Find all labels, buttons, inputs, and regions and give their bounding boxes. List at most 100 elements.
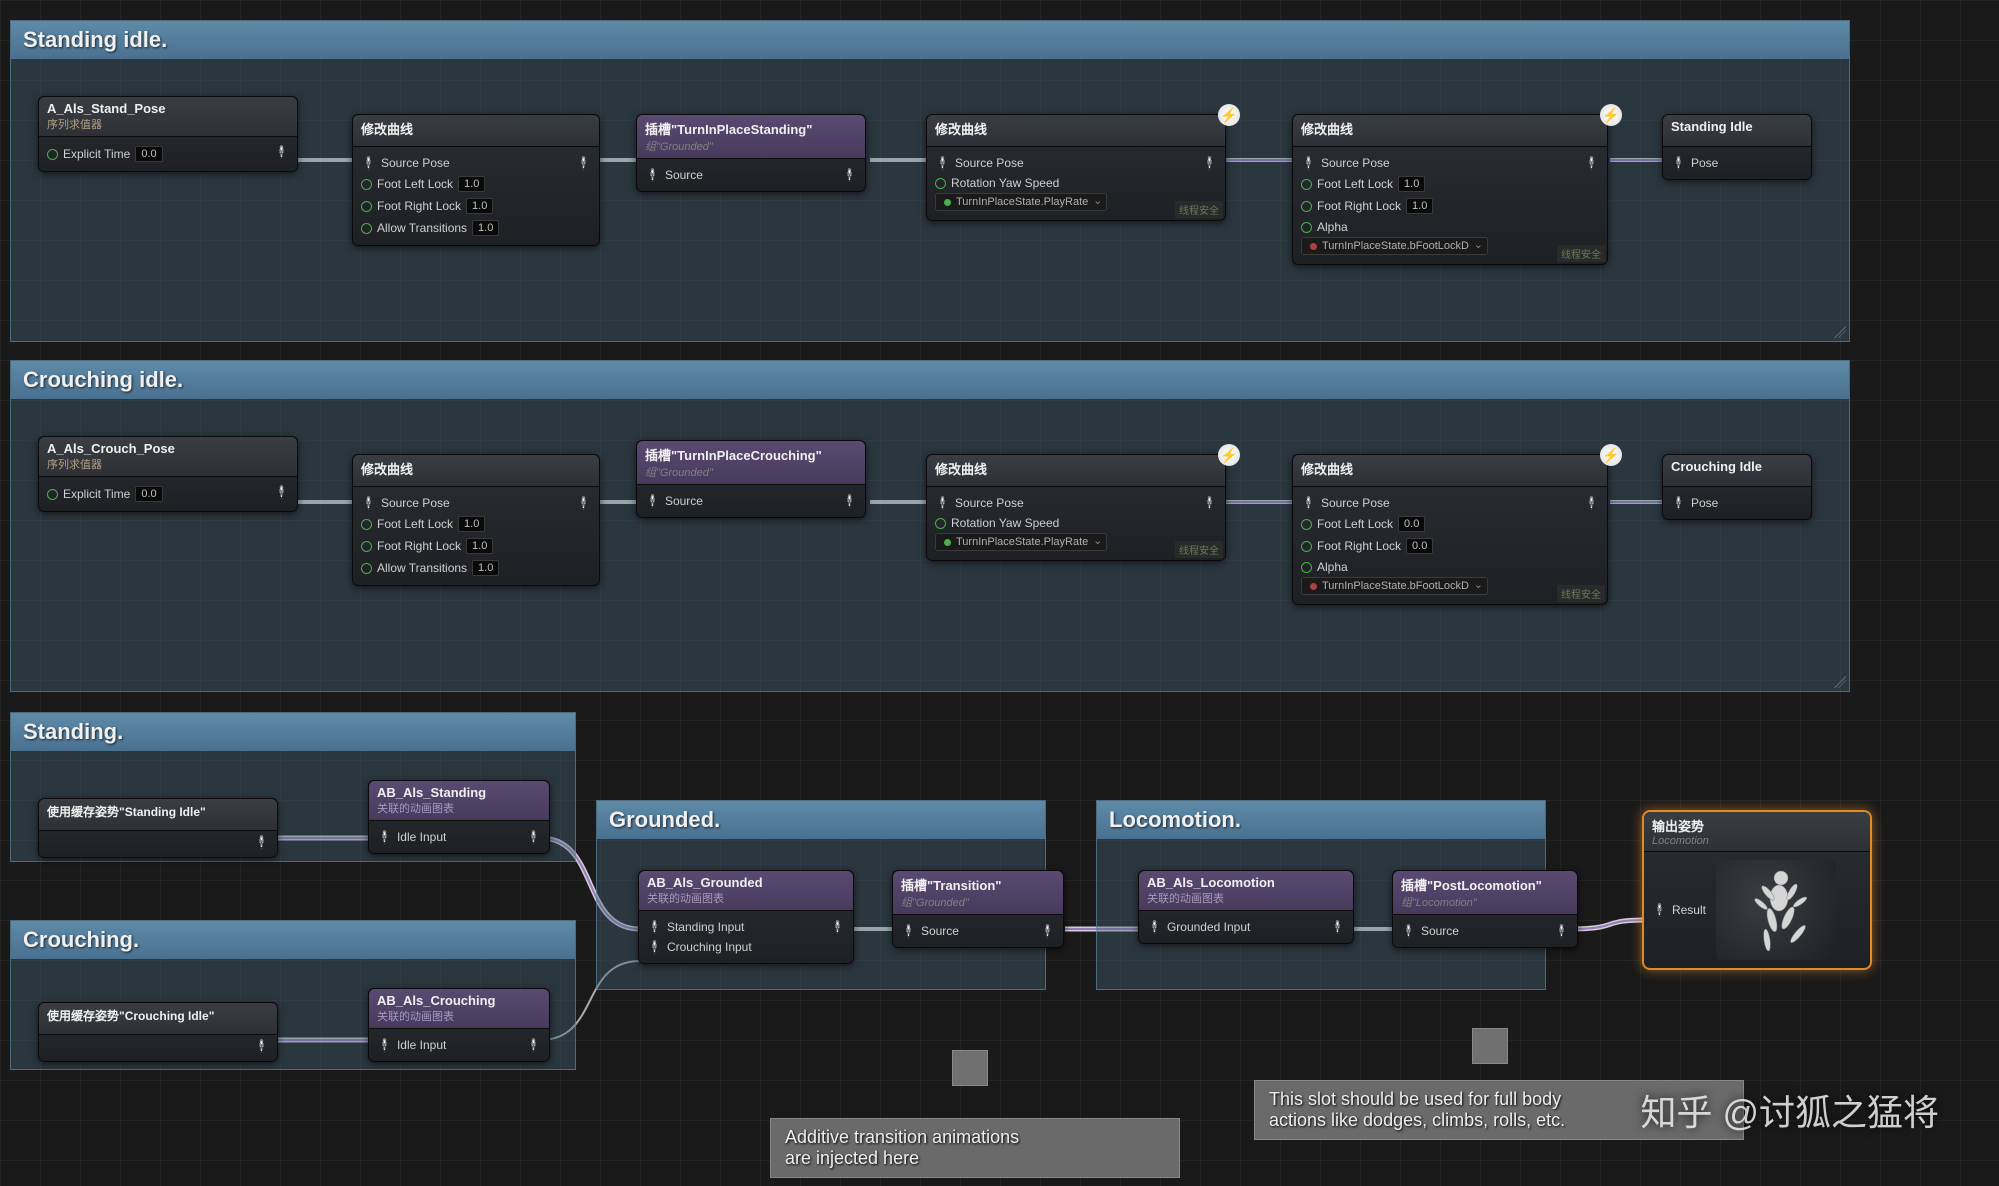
node-ab-locomotion[interactable]: AB_Als_Locomotion关联的动画图表 🕴Grounded Input… xyxy=(1138,870,1354,944)
pin-in[interactable] xyxy=(1301,201,1312,212)
pin-in[interactable] xyxy=(1301,519,1312,530)
value-box[interactable]: 0.0 xyxy=(135,146,162,162)
value-box[interactable]: 1.0 xyxy=(1406,198,1433,214)
node-modify-curve-1[interactable]: 修改曲线 🕴Source Pose🕴 Foot Left Lock1.0 Foo… xyxy=(352,114,600,246)
value-box[interactable]: 1.0 xyxy=(466,198,493,214)
value-box[interactable]: 0.0 xyxy=(135,486,162,502)
value-box[interactable]: 1.0 xyxy=(458,176,485,192)
pose-output-icon[interactable]: 🕴 xyxy=(842,168,857,182)
pose-input-icon[interactable]: 🕴 xyxy=(1301,496,1316,510)
pin-in[interactable] xyxy=(1301,541,1312,552)
pose-output-icon[interactable]: 🕴 xyxy=(1554,924,1569,938)
node-title: Standing Idle xyxy=(1671,119,1803,134)
pose-input-icon[interactable]: 🕴 xyxy=(645,494,660,508)
dropdown-playrate[interactable]: TurnInPlaceState.PlayRate xyxy=(935,193,1107,211)
pin-in[interactable] xyxy=(361,223,372,234)
pose-input-icon[interactable]: 🕴 xyxy=(647,940,662,954)
dropdown-footlock[interactable]: TurnInPlaceState.bFootLockD xyxy=(1301,237,1488,255)
value-box[interactable]: 0.0 xyxy=(1406,538,1433,554)
pin-in[interactable] xyxy=(935,178,946,189)
pose-input-icon[interactable]: 🕴 xyxy=(935,496,950,510)
value-box[interactable]: 1.0 xyxy=(1398,176,1425,192)
pin-in[interactable] xyxy=(935,518,946,529)
pin-label: Foot Left Lock xyxy=(1317,177,1393,191)
pose-input-icon[interactable]: 🕴 xyxy=(935,156,950,170)
comment-stub[interactable] xyxy=(1472,1028,1508,1064)
pose-input-icon[interactable]: 🕴 xyxy=(647,920,662,934)
pose-output-icon[interactable]: 🕴 xyxy=(576,156,591,170)
node-modify-curve-1b[interactable]: 修改曲线 🕴Source Pose🕴 Foot Left Lock1.0 Foo… xyxy=(352,454,600,586)
pose-output-icon[interactable]: 🕴 xyxy=(254,835,269,849)
pose-output-icon[interactable]: 🕴 xyxy=(274,485,289,499)
dropdown-footlock[interactable]: TurnInPlaceState.bFootLockD xyxy=(1301,577,1488,595)
pose-output-icon[interactable]: 🕴 xyxy=(830,920,845,934)
node-modify-curve-alpha-a[interactable]: 修改曲线 🕴Source Pose🕴 Foot Left Lock1.0 Foo… xyxy=(1292,114,1608,265)
value-box[interactable]: 1.0 xyxy=(458,516,485,532)
node-ab-grounded[interactable]: AB_Als_Grounded关联的动画图表 🕴Standing Input🕴 … xyxy=(638,870,854,964)
pin-in[interactable] xyxy=(1301,179,1312,190)
pose-input-icon[interactable]: 🕴 xyxy=(1301,156,1316,170)
node-cached-standing[interactable]: 使用缓存姿势"Standing Idle" 🕴 xyxy=(38,798,278,858)
dropdown-playrate[interactable]: TurnInPlaceState.PlayRate xyxy=(935,533,1107,551)
node-stand-pose[interactable]: A_Als_Stand_Pose 序列求值器 Explicit Time 0.0… xyxy=(38,96,298,172)
pose-output-icon[interactable]: 🕴 xyxy=(576,496,591,510)
pose-input-icon[interactable]: 🕴 xyxy=(1652,903,1667,917)
value-box[interactable]: 1.0 xyxy=(472,220,499,236)
pin-in[interactable] xyxy=(361,563,372,574)
pose-input-icon[interactable]: 🕴 xyxy=(361,496,376,510)
pin-in[interactable] xyxy=(361,519,372,530)
pose-output-icon[interactable]: 🕴 xyxy=(1584,156,1599,170)
node-modify-curve-yaw-b[interactable]: 修改曲线 🕴Source Pose🕴 Rotation Yaw Speed Tu… xyxy=(926,454,1226,561)
node-title: 修改曲线 xyxy=(1301,119,1599,138)
pose-input-icon[interactable]: 🕴 xyxy=(377,830,392,844)
pose-output-icon[interactable]: 🕴 xyxy=(1584,496,1599,510)
pin-in[interactable] xyxy=(47,149,58,160)
node-ab-crouching[interactable]: AB_Als_Crouching关联的动画图表 🕴Idle Input🕴 xyxy=(368,988,550,1062)
pin-in[interactable] xyxy=(1301,222,1312,233)
node-slot-turnstand[interactable]: 插槽"TurnInPlaceStanding" 组"Grounded" 🕴Sou… xyxy=(636,114,866,192)
node-standing-idle-out[interactable]: Standing Idle 🕴Pose xyxy=(1662,114,1812,180)
pin-label: Source Pose xyxy=(1321,156,1390,170)
node-sub: 序列求值器 xyxy=(47,116,289,132)
value-box[interactable]: 1.0 xyxy=(466,538,493,554)
pin-in[interactable] xyxy=(1301,562,1312,573)
value-box[interactable]: 1.0 xyxy=(472,560,499,576)
pose-output-icon[interactable]: 🕴 xyxy=(1202,156,1217,170)
pose-output-icon[interactable]: 🕴 xyxy=(526,830,541,844)
pose-input-icon[interactable]: 🕴 xyxy=(1671,496,1686,510)
node-ab-standing[interactable]: AB_Als_Standing关联的动画图表 🕴Idle Input🕴 xyxy=(368,780,550,854)
pose-output-icon[interactable]: 🕴 xyxy=(526,1038,541,1052)
resize-grip[interactable] xyxy=(1834,326,1846,338)
node-modify-curve-yaw[interactable]: 修改曲线 🕴Source Pose🕴 Rotation Yaw Speed Tu… xyxy=(926,114,1226,221)
node-crouching-idle-out[interactable]: Crouching Idle 🕴Pose xyxy=(1662,454,1812,520)
node-crouch-pose[interactable]: A_Als_Crouch_Pose序列求值器 Explicit Time0.0🕴 xyxy=(38,436,298,512)
pose-input-icon[interactable]: 🕴 xyxy=(361,156,376,170)
node-slot-turncrouch[interactable]: 插槽"TurnInPlaceCrouching"组"Grounded" 🕴Sou… xyxy=(636,440,866,518)
pose-input-icon[interactable]: 🕴 xyxy=(645,168,660,182)
node-slot-transition[interactable]: 插槽"Transition"组"Grounded" 🕴Source🕴 xyxy=(892,870,1064,948)
pin-in[interactable] xyxy=(361,179,372,190)
value-box[interactable]: 0.0 xyxy=(1398,516,1425,532)
pose-input-icon[interactable]: 🕴 xyxy=(377,1038,392,1052)
pose-input-icon[interactable]: 🕴 xyxy=(1671,156,1686,170)
comment-stub[interactable] xyxy=(952,1050,988,1086)
pose-output-icon[interactable]: 🕴 xyxy=(1202,496,1217,510)
resize-grip[interactable] xyxy=(1834,676,1846,688)
pose-output-icon[interactable]: 🕴 xyxy=(842,494,857,508)
node-slot-postloco[interactable]: 插槽"PostLocomotion"组"Locomotion" 🕴Source🕴 xyxy=(1392,870,1578,948)
pose-output-icon[interactable]: 🕴 xyxy=(254,1039,269,1053)
pin-in[interactable] xyxy=(361,201,372,212)
pose-input-icon[interactable]: 🕴 xyxy=(1147,920,1162,934)
pose-output-icon[interactable]: 🕴 xyxy=(274,145,289,159)
node-cached-crouching[interactable]: 使用缓存姿势"Crouching Idle" 🕴 xyxy=(38,1002,278,1062)
node-title: 使用缓存姿势"Standing Idle" xyxy=(47,803,269,820)
pin-in[interactable] xyxy=(361,541,372,552)
pose-output-icon[interactable]: 🕴 xyxy=(1330,920,1345,934)
pose-input-icon[interactable]: 🕴 xyxy=(901,924,916,938)
pin-in[interactable] xyxy=(47,489,58,500)
pose-input-icon[interactable]: 🕴 xyxy=(1401,924,1416,938)
node-output-pose[interactable]: 输出姿势 Locomotion 🕴Result xyxy=(1642,810,1872,970)
pose-output-icon[interactable]: 🕴 xyxy=(1040,924,1055,938)
node-modify-curve-alpha-b[interactable]: 修改曲线 🕴Source Pose🕴 Foot Left Lock0.0 Foo… xyxy=(1292,454,1608,605)
node-header: Standing Idle xyxy=(1663,115,1811,147)
